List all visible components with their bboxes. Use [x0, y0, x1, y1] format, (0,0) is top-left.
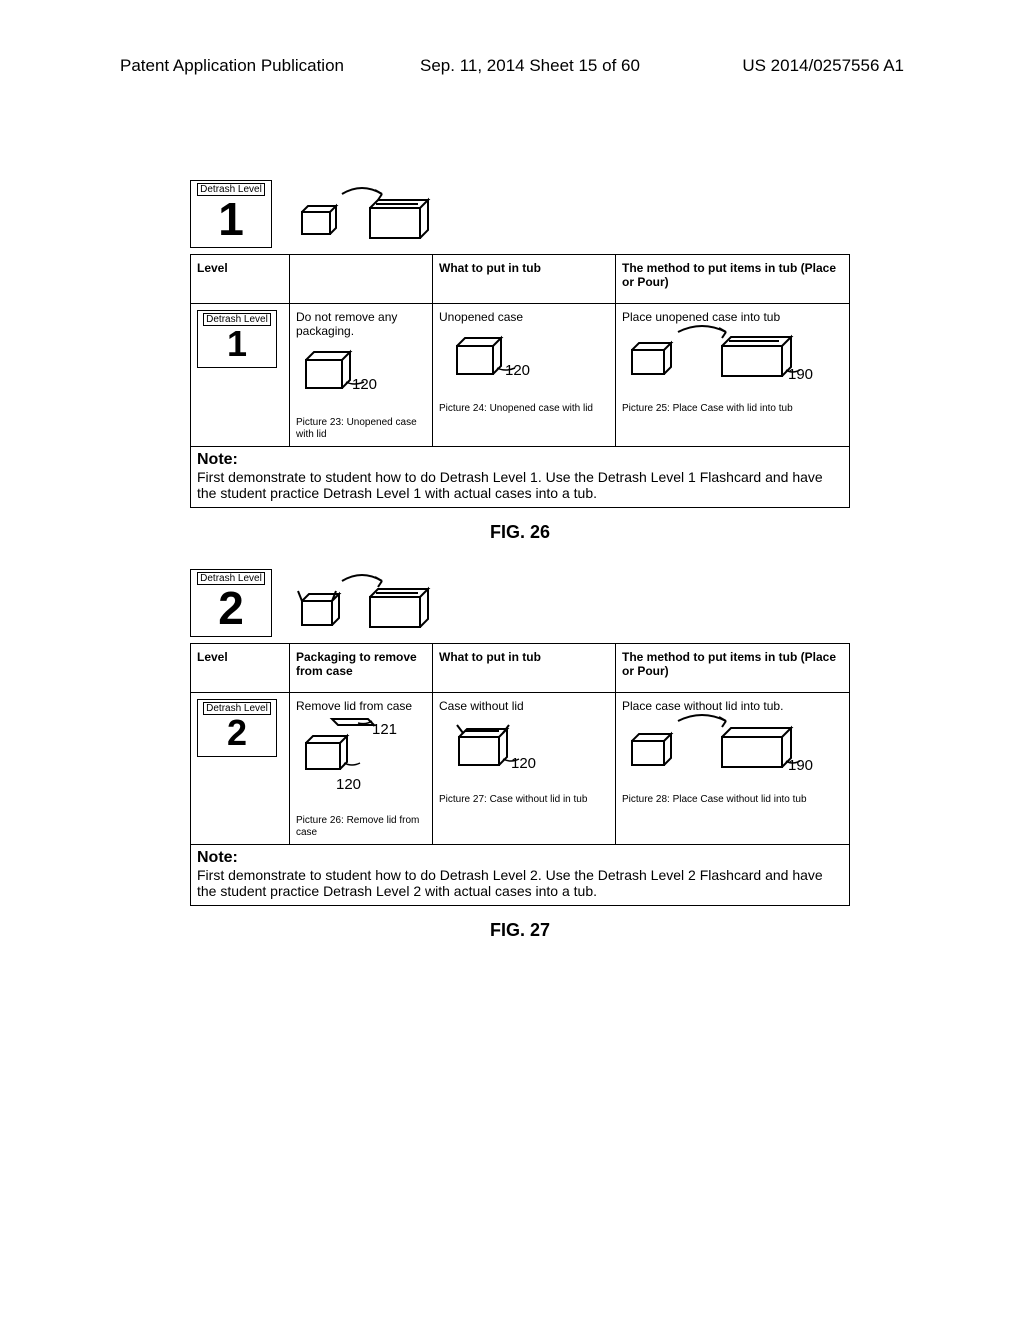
ref-120: 120: [505, 362, 675, 379]
fig26-label: FIG. 26: [190, 522, 850, 543]
open-case-into-tub-icon: [292, 571, 432, 635]
th-col4: The method to put items in tub (Place or…: [616, 255, 850, 304]
cell-packaging: Remove lid from case 121 12: [290, 693, 433, 845]
ref-121: 121: [372, 721, 502, 738]
cell-text: Place unopened case into tub: [622, 310, 843, 324]
header-patent-number: US 2014/0257556 A1: [742, 56, 904, 76]
ref-120: 120: [352, 376, 482, 393]
caption: Picture 28: Place Case without lid into …: [622, 794, 843, 806]
picture-26: 121 120 Picture 26: Remove lid from case: [296, 713, 426, 838]
note-body: First demonstrate to student how to do D…: [197, 867, 823, 899]
th-col3: What to put in tub: [433, 255, 616, 304]
badge-number: 2: [227, 715, 247, 751]
caption: Picture 23: Unopened case with lid: [296, 417, 426, 440]
page: Patent Application Publication Sep. 11, …: [0, 0, 1024, 1320]
content-area: Detrash Level 1: [190, 180, 850, 967]
fig27-flashcard: Detrash Level 2: [190, 569, 850, 637]
th-col2: [290, 255, 433, 304]
note-title: Note:: [197, 451, 238, 468]
fig26-flashcard: Detrash Level 1: [190, 180, 850, 248]
th-level: Level: [191, 255, 290, 304]
level-1-badge-cell: Detrash Level 1: [197, 310, 277, 368]
header-publication: Patent Application Publication: [120, 56, 344, 76]
th-col3: What to put in tub: [433, 644, 616, 693]
note-body: First demonstrate to student how to do D…: [197, 469, 823, 501]
cell-text: Do not remove any packaging.: [296, 310, 426, 338]
cell-text: Unopened case: [439, 310, 609, 324]
level-2-badge-cell: Detrash Level 2: [197, 699, 277, 757]
level-2-badge: Detrash Level 2: [190, 569, 272, 637]
fig26-note: Note: First demonstrate to student how t…: [190, 447, 850, 508]
cell-packaging: Do not remove any packaging. 120 Picture…: [290, 304, 433, 447]
fig27-label: FIG. 27: [190, 920, 850, 941]
picture-24: 120 Picture 24: Unopened case with lid: [439, 324, 609, 415]
cell-what: Case without lid 120 Picture 27: Case wi…: [433, 693, 616, 845]
th-col4: The method to put items in tub (Place or…: [616, 644, 850, 693]
badge-number: 1: [227, 326, 247, 362]
ref-190: 190: [788, 757, 1009, 774]
ref-190: 190: [788, 366, 1009, 383]
fig27-table: Level Packaging to remove from case What…: [190, 643, 850, 845]
fig27-section: Detrash Level 2: [190, 569, 850, 941]
fig26-table: Level What to put in tub The method to p…: [190, 254, 850, 447]
ref-120: 120: [511, 755, 681, 772]
level-1-badge: Detrash Level 1: [190, 180, 272, 248]
fig26-section: Detrash Level 1: [190, 180, 850, 543]
cell-text: Place case without lid into tub.: [622, 699, 843, 713]
cell-level: Detrash Level 1: [191, 304, 290, 447]
ref-120: 120: [336, 776, 466, 793]
note-title: Note:: [197, 849, 238, 866]
caption: Picture 24: Unopened case with lid: [439, 403, 609, 415]
th-level: Level: [191, 644, 290, 693]
cell-text: Remove lid from case: [296, 699, 426, 713]
caption: Picture 26: Remove lid from case: [296, 815, 426, 838]
th-col2: Packaging to remove from case: [290, 644, 433, 693]
badge-number-2: 2: [218, 585, 244, 631]
fig27-note: Note: First demonstrate to student how t…: [190, 845, 850, 906]
cell-level: Detrash Level 2: [191, 693, 290, 845]
picture-23: 120 Picture 23: Unopened case with lid: [296, 338, 426, 440]
caption: Picture 27: Case without lid in tub: [439, 794, 609, 806]
cell-text: Case without lid: [439, 699, 609, 713]
cell-what: Unopened case 120 Picture 24: Unopened c…: [433, 304, 616, 447]
header-sheet: Sep. 11, 2014 Sheet 15 of 60: [420, 56, 640, 76]
badge-number-1: 1: [218, 196, 244, 242]
case-into-tub-icon: [292, 184, 432, 244]
caption: Picture 25: Place Case with lid into tub: [622, 403, 843, 415]
